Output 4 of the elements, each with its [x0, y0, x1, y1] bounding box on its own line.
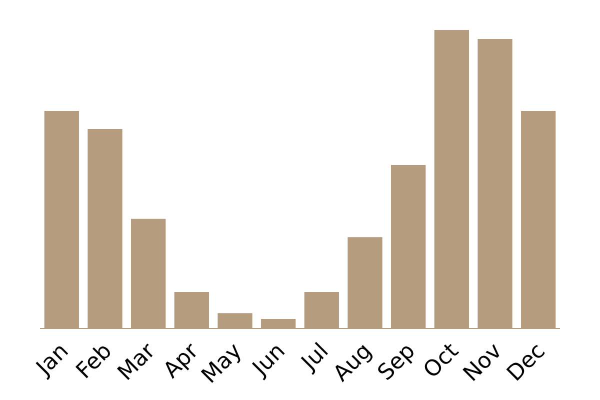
- x-tick-label: Sep: [373, 338, 420, 386]
- x-tick-label: Jul: [296, 338, 334, 377]
- x-tick-label: Jan: [30, 338, 74, 382]
- x-tick-label: Jun: [246, 338, 290, 382]
